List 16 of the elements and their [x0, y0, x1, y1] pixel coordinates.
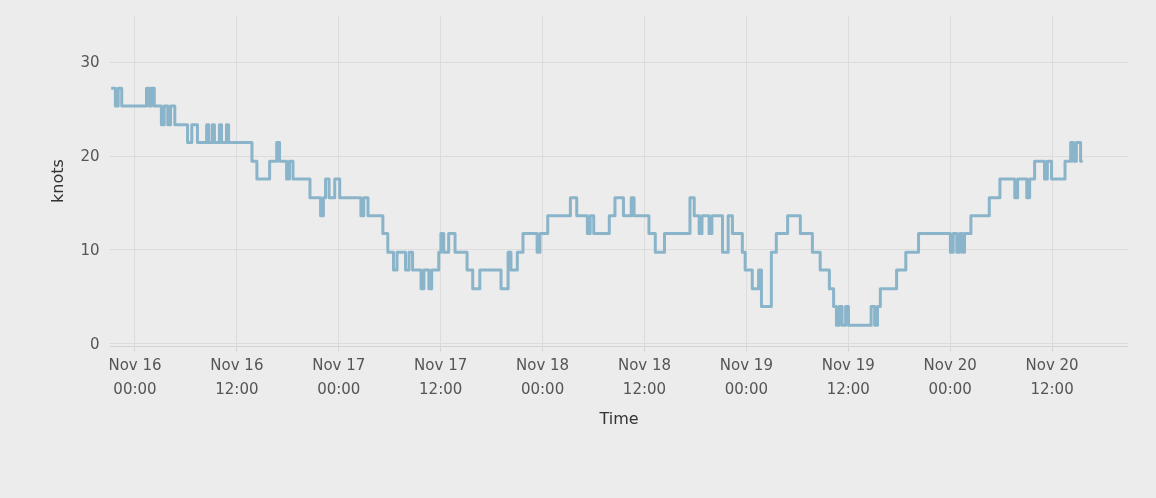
y-tick-label: 10 [80, 240, 100, 259]
x-tick-label: Nov 16 00:00 [108, 355, 162, 398]
y-tick-label: 0 [89, 334, 100, 353]
x-tick-label: Nov 19 00:00 [719, 355, 773, 398]
x-tick-label: Nov 17 12:00 [414, 355, 468, 398]
x-axis-title: Time [598, 408, 639, 428]
x-tick-label: Nov 18 00:00 [516, 355, 570, 398]
x-tick-label: Nov 18 12:00 [617, 355, 672, 398]
y-tick-label: 30 [80, 53, 100, 72]
x-tick-label: Nov 19 12:00 [821, 355, 875, 398]
y-tick-label: 20 [80, 147, 100, 166]
y-axis-title: knots [48, 159, 68, 203]
x-tick-label: Nov 20 12:00 [1025, 355, 1079, 398]
x-tick-label: Nov 20 00:00 [923, 355, 977, 398]
x-tick-label: Nov 16 12:00 [210, 355, 264, 398]
x-tick-label: Nov 17 00:00 [312, 355, 366, 398]
